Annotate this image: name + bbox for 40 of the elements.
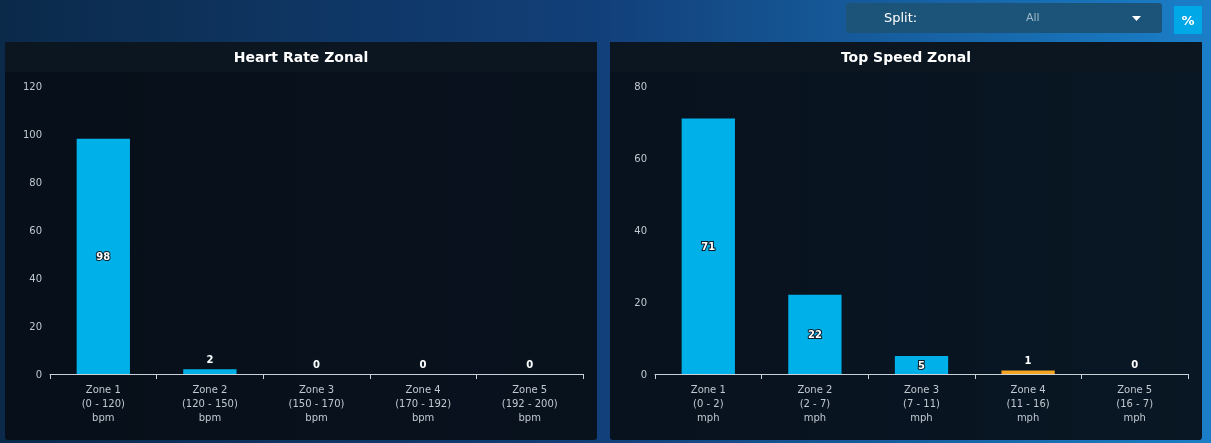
- x-tick-label: Zone 4 (170 - 192) bpm: [395, 383, 452, 423]
- x-tick-label: Zone 3 (7 - 11) mph: [903, 383, 941, 423]
- data-label: 0: [526, 358, 534, 370]
- data-label: 1: [1024, 354, 1032, 366]
- data-label: 5: [918, 359, 926, 371]
- data-label: 0: [1131, 358, 1139, 370]
- x-tick-label: Zone 5 (16 - 7) mph: [1116, 383, 1154, 423]
- y-tick-label: 0: [35, 368, 42, 380]
- y-tick-label: 120: [22, 80, 42, 92]
- y-tick-label: 80: [634, 80, 647, 92]
- x-tick-label: Zone 5 (192 - 200) bpm: [501, 383, 558, 423]
- y-tick-label: 60: [29, 224, 42, 236]
- y-tick-label: 80: [29, 176, 42, 188]
- x-tick-label: Zone 1 (0 - 120) bpm: [81, 383, 126, 423]
- y-tick-label: 60: [634, 152, 647, 164]
- split-dropdown: Split: All: [846, 3, 1162, 33]
- x-tick-label: Zone 2 (120 - 150) bpm: [181, 383, 238, 423]
- data-label: 0: [313, 358, 321, 370]
- x-tick-label: Zone 4 (11 - 16) mph: [1006, 383, 1050, 423]
- y-tick-label: 100: [22, 128, 42, 140]
- chart-title: Heart Rate Zonal: [5, 42, 597, 72]
- bar: [894, 356, 949, 374]
- data-label: 22: [807, 328, 822, 340]
- data-label: 0: [419, 358, 427, 370]
- data-label: 98: [96, 250, 111, 262]
- bar: [681, 118, 735, 374]
- y-tick-label: 40: [634, 224, 647, 236]
- bar: [1001, 370, 1055, 374]
- y-tick-label: 20: [634, 296, 647, 308]
- data-label: 2: [206, 353, 214, 365]
- y-tick-label: 40: [29, 272, 42, 284]
- bar: [788, 294, 842, 374]
- y-tick-label: 0: [640, 368, 647, 380]
- percent-button: %: [1174, 6, 1202, 34]
- y-tick-label: 20: [29, 320, 42, 332]
- x-tick-label: Zone 3 (150 - 170) bpm: [288, 383, 345, 423]
- x-tick-label: Zone 1 (0 - 2) mph: [690, 383, 726, 423]
- data-label: 71: [701, 240, 716, 252]
- chart-title: Top Speed Zonal: [610, 42, 1202, 72]
- x-tick-label: Zone 2 (2 - 7) mph: [797, 383, 833, 423]
